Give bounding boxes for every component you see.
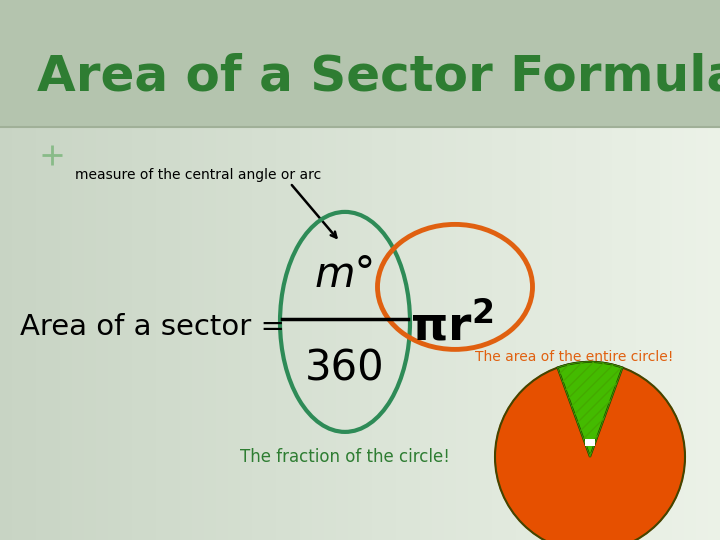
Bar [564,127,576,540]
Bar [180,127,192,540]
Bar [300,127,312,540]
Bar [708,127,720,540]
Bar [456,127,468,540]
Bar [672,127,684,540]
Bar [312,127,324,540]
Bar [228,127,240,540]
Bar [396,127,408,540]
Bar [96,127,108,540]
Bar [516,127,528,540]
Bar [588,127,600,540]
Bar [120,127,132,540]
Text: $\mathbf{\pi r^2}$: $\mathbf{\pi r^2}$ [410,303,493,350]
Bar [156,127,168,540]
Bar [132,127,144,540]
Bar [624,127,636,540]
Bar [468,127,480,540]
Bar [240,127,252,540]
Bar [60,127,72,540]
Bar [252,127,264,540]
Bar [72,127,84,540]
Text: Area of a Sector Formula: Area of a Sector Formula [37,52,720,100]
Wedge shape [557,362,623,457]
Bar [36,127,48,540]
Bar [168,127,180,540]
Circle shape [495,362,685,540]
Bar [660,127,672,540]
Bar [492,127,504,540]
Bar [420,127,432,540]
Bar [696,127,708,540]
Bar [552,127,564,540]
Bar [384,127,396,540]
Bar [0,0,720,127]
Bar [48,127,60,540]
Bar [12,127,24,540]
Bar [540,127,552,540]
Bar [444,127,456,540]
Bar [528,127,540,540]
Bar [192,127,204,540]
Bar [204,127,216,540]
Bar [360,127,372,540]
Bar [684,127,696,540]
Bar [216,127,228,540]
Text: Area of a sector =: Area of a sector = [20,313,294,341]
Text: m°: m° [315,254,376,296]
Bar [576,127,588,540]
Bar [144,127,156,540]
Bar [0,127,12,540]
Bar [636,127,648,540]
Bar [480,127,492,540]
Bar [336,127,348,540]
Bar [24,127,36,540]
Bar [432,127,444,540]
Bar [600,127,612,540]
Bar [288,127,300,540]
Bar [408,127,420,540]
Bar [585,439,595,446]
Bar [648,127,660,540]
Bar [108,127,120,540]
Text: 360: 360 [305,348,384,390]
Bar [324,127,336,540]
Bar [276,127,288,540]
Text: The area of the entire circle!: The area of the entire circle! [475,350,673,364]
Bar [348,127,360,540]
Bar [264,127,276,540]
Bar [84,127,96,540]
Bar [612,127,624,540]
Text: measure of the central angle or arc: measure of the central angle or arc [75,168,321,182]
Bar [504,127,516,540]
Text: The fraction of the circle!: The fraction of the circle! [240,448,450,466]
Bar [372,127,384,540]
